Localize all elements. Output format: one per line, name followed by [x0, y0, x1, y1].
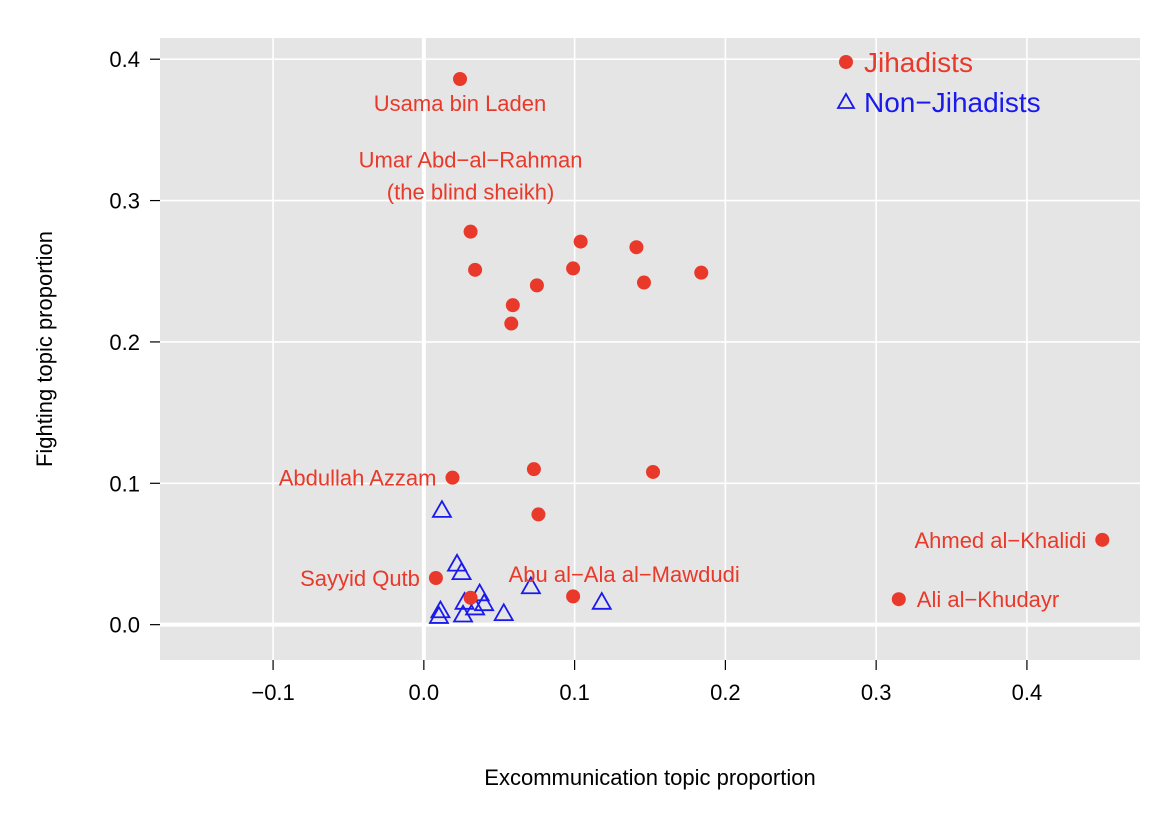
y-tick-label: 0.3 — [109, 189, 140, 214]
y-axis-title: Fighting topic proportion — [32, 231, 57, 467]
point-annotation: Sayyid Qutb — [300, 566, 420, 591]
point-annotation: Ali al−Khudayr — [917, 587, 1059, 612]
data-points — [428, 71, 1110, 624]
x-tick-label: 0.4 — [1012, 680, 1043, 705]
non-jihadist-point — [473, 592, 495, 612]
point-annotation: Abdullah Azzam — [279, 466, 437, 491]
point-annotation: Ahmed al−Khalidi — [914, 528, 1086, 553]
jihadist-point — [529, 278, 544, 293]
x-tick-label: 0.2 — [710, 680, 741, 705]
jihadist-point — [445, 470, 460, 485]
jihadist-point — [1095, 532, 1110, 547]
non-jihadist-point — [591, 591, 613, 610]
x-tick-label: −0.1 — [251, 680, 294, 705]
x-axis-title: Excommunication topic proportion — [484, 765, 815, 790]
y-tick-label: 0.1 — [109, 471, 140, 496]
jihadist-point — [694, 265, 709, 280]
jihadist-point — [646, 464, 661, 479]
jihadist-point — [468, 262, 483, 277]
point-annotation: (the blind sheikh) — [387, 180, 555, 205]
point-annotations: Usama bin Laden Umar Abd−al−Rahman (the bl… — [279, 91, 1087, 612]
jihadist-point — [531, 507, 546, 522]
legend-non-jihadist-marker — [836, 92, 856, 109]
non-jihadist-point — [450, 561, 473, 581]
jihadist-point — [428, 571, 443, 586]
jihadist-point — [453, 71, 468, 86]
non-jihadist-point — [428, 605, 450, 624]
point-annotation: Abu al−Ala al−Mawdudi — [509, 562, 740, 587]
jihadist-point — [505, 298, 520, 313]
jihadist-point — [573, 234, 588, 249]
non-jihadist-point — [431, 499, 453, 518]
y-tick-label: 0.0 — [109, 613, 140, 638]
x-tick-label: 0.1 — [559, 680, 590, 705]
jihadist-point — [891, 592, 906, 607]
non-jihadist-point — [469, 582, 491, 602]
legend-label: Non−Jihadists — [864, 87, 1041, 118]
y-tick-label: 0.2 — [109, 330, 140, 355]
jihadist-point — [636, 275, 651, 290]
legend-jihadist-marker — [839, 55, 853, 69]
jihadist-point — [629, 240, 644, 255]
non-jihadist-point — [520, 575, 542, 595]
point-annotation: Usama bin Laden — [374, 91, 546, 116]
jihadist-point — [463, 590, 478, 605]
legend-label: Jihadists — [864, 47, 973, 78]
non-jihadist-point — [464, 596, 486, 616]
non-jihadist-point — [452, 603, 474, 623]
jihadist-point — [566, 589, 581, 604]
jihadist-point — [463, 224, 478, 239]
point-annotation: Umar Abd−al−Rahman — [359, 148, 583, 173]
y-tick-label: 0.4 — [109, 47, 140, 72]
legend: Jihadists Non−Jihadists — [836, 47, 1041, 118]
non-jihadist-point — [429, 599, 451, 619]
x-tick-label: 0.3 — [861, 680, 892, 705]
x-axis: −0.1 0.0 0.1 0.2 0.3 0.4 — [251, 660, 1042, 705]
x-tick-label: 0.0 — [409, 680, 440, 705]
grid-lines — [160, 38, 1140, 660]
jihadist-point — [566, 261, 581, 276]
jihadist-point — [504, 316, 519, 331]
y-axis: 0.0 0.1 0.2 0.3 0.4 — [109, 47, 160, 638]
plot-background — [160, 38, 1140, 660]
non-jihadist-point — [493, 602, 515, 621]
jihadist-point — [526, 462, 541, 477]
